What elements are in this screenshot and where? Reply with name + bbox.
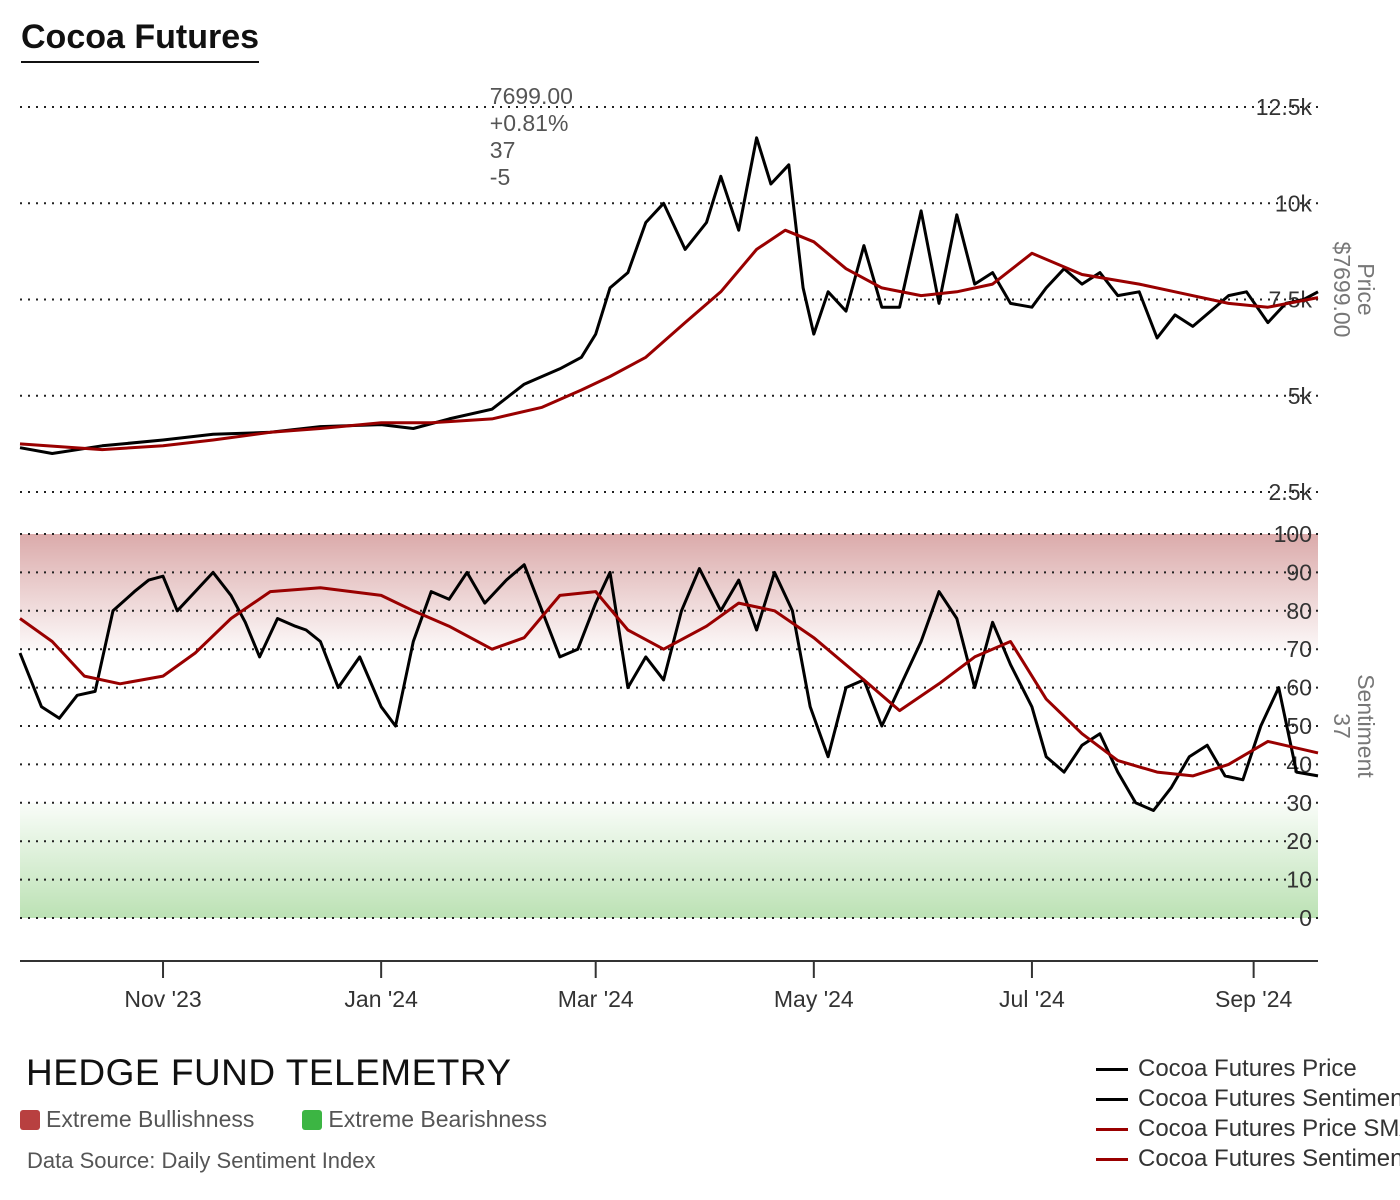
legend-label: Cocoa Futures Price — [1138, 1055, 1357, 1082]
legend-label: Cocoa Futures Price SMA — [1138, 1115, 1400, 1142]
sentiment-axis-label: Sentiment — [1353, 674, 1379, 778]
x-tick-label: Jan '24 — [344, 986, 418, 1012]
zone-key-bear: Extreme Bearishness — [302, 1106, 547, 1133]
sentiment-y-tick-label: 90 — [1286, 559, 1312, 585]
sentiment-axis-value: 37 — [1329, 713, 1355, 739]
data-source: Data Source: Daily Sentiment Index — [27, 1148, 376, 1173]
sentiment-y-tick-label: 20 — [1286, 828, 1312, 854]
x-tick-label: Sep '24 — [1215, 986, 1292, 1012]
legend-item[interactable]: Cocoa Futures Price SMA — [1096, 1114, 1400, 1144]
sentiment-y-tick-label: 100 — [1274, 521, 1312, 547]
legend-swatch — [1096, 1157, 1128, 1161]
legend-label: Cocoa Futures Sentiment SMA — [1138, 1145, 1400, 1172]
bear-swatch — [302, 1109, 323, 1130]
x-tick-label: Jul '24 — [999, 986, 1065, 1012]
sentiment-y-tick-label: 30 — [1286, 790, 1312, 816]
legend-swatch — [1096, 1067, 1128, 1071]
cocoa-futures-price-line — [19, 136, 1319, 455]
sentiment-y-tick-label: 10 — [1286, 867, 1312, 893]
extreme-bullish-zone — [20, 534, 1318, 650]
extreme-bearish-zone — [20, 802, 1318, 918]
price-y-tick-label: 10k — [1275, 190, 1313, 216]
last-price-value: 7699.00 — [489, 83, 573, 109]
legend-label: Cocoa Futures Sentiment — [1138, 1085, 1400, 1112]
cocoa-futures-sentiment-sma-line — [19, 586, 1319, 778]
price-axis-title: Price$7699.00 — [1329, 242, 1379, 338]
x-tick-label: Mar '24 — [558, 986, 634, 1012]
legend-item[interactable]: Cocoa Futures Sentiment SMA — [1096, 1144, 1400, 1174]
brand-label: HEDGE FUND TELEMETRY — [26, 1052, 512, 1093]
x-tick-label: May '24 — [774, 986, 854, 1012]
zone-key: Extreme Bullishness Extreme Bearishness — [20, 1106, 547, 1133]
cocoa-futures-sentiment-line — [18, 563, 1319, 812]
sentiment-y-tick-label: 70 — [1286, 636, 1312, 662]
sentiment-change-value: -5 — [489, 164, 511, 190]
legend-swatch — [1096, 1127, 1128, 1131]
legend-item[interactable]: Cocoa Futures Price — [1096, 1054, 1400, 1084]
page-title: Cocoa Futures — [21, 18, 260, 63]
cocoa-chart: 2.5k5k7.5k10k12.5kPrice$7699.00010203040… — [18, 94, 1379, 1012]
sentiment-y-tick-label: 50 — [1286, 713, 1312, 739]
sentiment-y-tick-label: 60 — [1286, 675, 1312, 701]
header-stats: 7699.00 +0.81% 37 -5 — [477, 56, 599, 191]
legend-swatch — [1096, 1097, 1128, 1101]
price-axis-value: $7699.00 — [1329, 242, 1355, 338]
legend-item[interactable]: Cocoa Futures Sentiment — [1096, 1084, 1400, 1114]
zone-key-bull: Extreme Bullishness — [20, 1106, 254, 1133]
sentiment-value: 37 — [489, 137, 516, 163]
sentiment-y-tick-label: 80 — [1286, 598, 1312, 624]
price-y-tick-label: 5k — [1288, 383, 1313, 409]
price-y-tick-label: 2.5k — [1269, 479, 1313, 505]
x-tick-label: Nov '23 — [124, 986, 201, 1012]
price-axis-label: Price — [1353, 263, 1379, 315]
change-percent-value: +0.81% — [489, 110, 569, 136]
zone-bull-label: Extreme Bullishness — [46, 1106, 255, 1132]
bull-swatch — [20, 1109, 40, 1130]
cocoa-futures-price-sma-line — [19, 228, 1319, 452]
chart-legend: Cocoa Futures Price Cocoa Futures Sentim… — [1096, 1054, 1400, 1174]
zone-bear-label: Extreme Bearishness — [328, 1106, 547, 1132]
sentiment-y-tick-label: 0 — [1299, 905, 1312, 931]
price-y-tick-label: 12.5k — [1256, 94, 1313, 120]
